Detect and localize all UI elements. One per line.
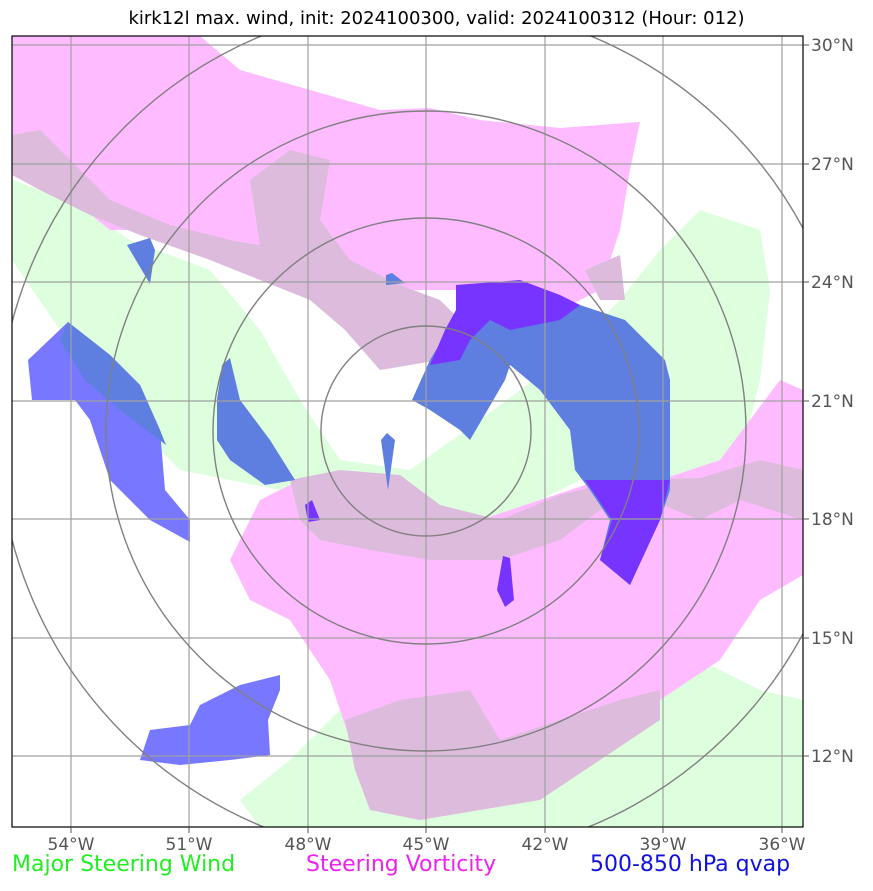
lon-tick-label: 48°W [285, 835, 332, 855]
legend-steering-vorticity: Steering Vorticity [306, 852, 497, 877]
range-ring-2 [212, 217, 640, 645]
range-ring-1 [320, 325, 532, 537]
lat-tick-label: 27°N [811, 155, 854, 175]
qvap-region-tiny-west [305, 500, 320, 522]
overlap-region-south [290, 460, 803, 560]
map-title: kirk12l max. wind, init: 2024100300, val… [128, 8, 745, 29]
overlap-region-southwest [345, 690, 660, 820]
tick-marks [70, 44, 809, 833]
overlap-region-east [585, 255, 625, 300]
range-ring-3 [105, 110, 747, 752]
lon-tick-label: 42°W [522, 835, 569, 855]
map-frame [11, 35, 804, 828]
legend-qvap: 500-850 hPa qvap [590, 852, 791, 877]
lon-tick-label: 36°W [759, 835, 806, 855]
qvap-region-west-strong [60, 322, 166, 445]
lat-tick-label: 21°N [811, 392, 854, 412]
overlap-region-northwest [12, 130, 460, 370]
lon-tick-label: 39°W [640, 835, 687, 855]
gridlines [12, 36, 803, 827]
lat-tick-label: 30°N [811, 36, 854, 56]
qvap-region-east-strong-north [430, 280, 580, 365]
lon-tick-label: 54°W [48, 835, 95, 855]
qvap-region-center-sliver [381, 433, 395, 490]
qvap-region-east-strong-south [585, 480, 670, 585]
qvap-region-central-west [217, 358, 295, 485]
lat-tick-label: 12°N [811, 747, 854, 767]
qvap-region-southwest [140, 675, 280, 765]
lat-tick-label: 15°N [811, 629, 854, 649]
qvap-region-south-sliver [497, 556, 514, 607]
legend-steering-wind: Major Steering Wind [12, 852, 236, 877]
qvap-region-west [28, 322, 190, 542]
lon-tick-label: 51°W [166, 835, 213, 855]
lon-tick-label: 45°W [403, 835, 450, 855]
range-rings [12, 36, 803, 827]
lat-tick-label: 24°N [811, 273, 854, 293]
lat-tick-label: 18°N [811, 510, 854, 530]
